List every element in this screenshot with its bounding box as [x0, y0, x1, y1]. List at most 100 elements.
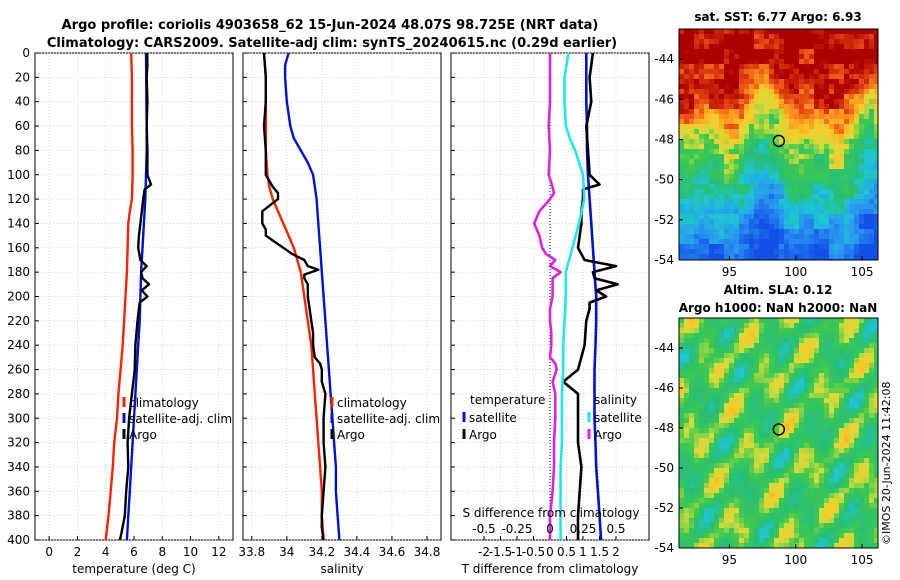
map-cell: [814, 69, 820, 75]
map-cell: [779, 488, 785, 494]
map-cell: [704, 408, 710, 414]
map-cell: [764, 438, 770, 444]
map-cell: [854, 538, 860, 544]
map-cell: [774, 199, 780, 205]
map-cell: [749, 323, 755, 329]
map-cell: [764, 538, 770, 544]
map-cell: [794, 49, 800, 55]
map-cell: [739, 179, 745, 185]
map-cell: [794, 423, 800, 429]
map-cell: [819, 413, 825, 419]
map-cell: [739, 34, 745, 40]
map-cell: [739, 543, 745, 549]
map-cell: [804, 458, 810, 464]
map-cell: [784, 59, 790, 65]
map-cell: [694, 513, 700, 519]
map-cell: [684, 149, 690, 155]
map-cell: [709, 169, 715, 175]
map-cell: [854, 498, 860, 504]
map-cell: [709, 408, 715, 414]
map-cell: [844, 194, 850, 200]
map-cell: [854, 458, 860, 464]
map-cell: [714, 229, 720, 235]
map-cell: [769, 129, 775, 135]
map-cell: [734, 388, 740, 394]
map-cell: [739, 338, 745, 344]
map-cell: [874, 478, 879, 484]
map-cell: [699, 413, 705, 419]
map-cell: [754, 159, 760, 165]
map-cell: [799, 408, 805, 414]
map-cell: [834, 538, 840, 544]
map-cell: [799, 64, 805, 70]
map-cell: [679, 458, 685, 464]
map-cell: [704, 69, 710, 75]
map-cell: [864, 543, 870, 549]
map-cell: [739, 528, 745, 534]
map-y-tick-label: -54: [654, 253, 674, 267]
map-cell: [724, 104, 730, 110]
map-cell: [784, 224, 790, 230]
map-cell: [759, 169, 765, 175]
map-cell: [834, 473, 840, 479]
map-cell: [729, 254, 735, 260]
map-cell: [719, 523, 725, 529]
map-cell: [739, 373, 745, 379]
map-cell: [779, 59, 785, 65]
map-cell: [789, 523, 795, 529]
map-cell: [744, 74, 750, 80]
map-cell: [799, 239, 805, 245]
map-cell: [834, 244, 840, 250]
map-cell: [704, 124, 710, 130]
map-cell: [769, 139, 775, 145]
map-cell: [799, 463, 805, 469]
map-cell: [754, 84, 760, 90]
map-cell: [689, 94, 695, 100]
map-cell: [794, 39, 800, 45]
map-cell: [834, 393, 840, 399]
map-cell: [719, 134, 725, 140]
map-cell: [744, 199, 750, 205]
map-cell: [869, 214, 875, 220]
map-cell: [709, 54, 715, 60]
map-cell: [809, 29, 815, 35]
map-cell: [779, 498, 785, 504]
map-cell: [734, 69, 740, 75]
map-cell: [714, 99, 720, 105]
map-cell: [864, 453, 870, 459]
map-cell: [754, 239, 760, 245]
map-cell: [784, 144, 790, 150]
map-cell: [779, 423, 785, 429]
map-cell: [709, 488, 715, 494]
map-cell: [709, 239, 715, 245]
map-cell: [729, 194, 735, 200]
map-cell: [774, 114, 780, 120]
map-cell: [839, 234, 845, 240]
map-cell: [839, 154, 845, 160]
map-cell: [704, 94, 710, 100]
map-cell: [744, 363, 750, 369]
map-cell: [859, 109, 865, 115]
map-cell: [744, 184, 750, 190]
map-cell: [824, 234, 830, 240]
map-cell: [854, 518, 860, 524]
map-cell: [794, 74, 800, 80]
map-cell: [754, 368, 760, 374]
map-cell: [754, 169, 760, 175]
map-cell: [754, 99, 760, 105]
map-cell: [779, 393, 785, 399]
map-cell: [859, 473, 865, 479]
map-cell: [714, 453, 720, 459]
map-cell: [834, 398, 840, 404]
map-cell: [784, 498, 790, 504]
x-tick-label: 2: [74, 545, 82, 559]
map-cell: [679, 348, 685, 354]
map-cell: [769, 503, 775, 509]
map-cell: [804, 129, 810, 135]
map-cell: [709, 433, 715, 439]
map-cell: [869, 129, 875, 135]
map-cell: [794, 503, 800, 509]
map-cell: [799, 398, 805, 404]
map-cell: [724, 129, 730, 135]
map-cell: [849, 528, 855, 534]
